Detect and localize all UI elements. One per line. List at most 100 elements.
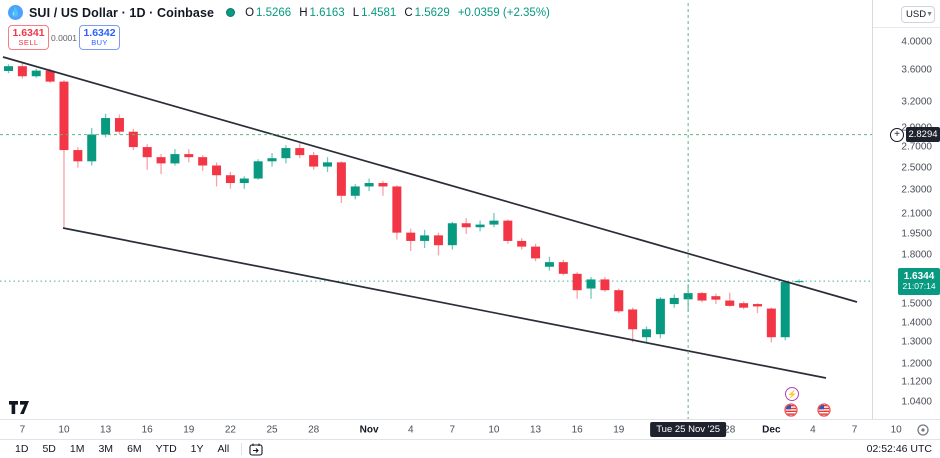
- event-lightning-icon[interactable]: ⚡: [785, 387, 799, 401]
- price-tick: 2.5000: [901, 162, 932, 174]
- event-us-flag-icon[interactable]: [817, 403, 831, 417]
- candle: [156, 157, 166, 164]
- range-button-1m[interactable]: 1M: [69, 443, 85, 455]
- ohlc-readout: O 1.5266 H 1.6163 L 1.4581 C 1.5629 +0.0359 …: [245, 7, 550, 19]
- candle: [503, 220, 513, 241]
- event-us-flag-icon[interactable]: [784, 403, 798, 417]
- range-button-1d[interactable]: 1D: [15, 443, 29, 455]
- candle: [669, 297, 679, 305]
- range-button-1y[interactable]: 1Y: [190, 443, 204, 455]
- candle: [323, 162, 333, 167]
- crosshair-price-badge: 2.8294: [906, 127, 940, 143]
- candlestick-series: [4, 62, 804, 343]
- price-tick: 4.0000: [901, 36, 932, 48]
- add-alert-plus-icon[interactable]: +: [890, 127, 904, 142]
- time-axis[interactable]: 710131619222528Nov47101316192228Dec4710 …: [0, 419, 940, 439]
- time-tick: Nov: [359, 424, 379, 435]
- time-tick: 10: [58, 424, 70, 435]
- candle: [558, 262, 568, 274]
- candle: [101, 118, 111, 135]
- candle: [655, 298, 665, 335]
- candle: [281, 148, 291, 159]
- range-button-6m[interactable]: 6M: [127, 443, 142, 455]
- close-value: 1.5629: [414, 6, 450, 19]
- price-tick: 2.7000: [901, 141, 932, 153]
- candle: [225, 175, 235, 184]
- sell-button[interactable]: 1.6341 SELL: [8, 25, 49, 50]
- price-tick: 1.0400: [901, 396, 932, 408]
- go-to-date-calendar-icon[interactable]: [249, 443, 263, 456]
- price-tick: 1.2000: [901, 358, 932, 370]
- price-tick: 1.3000: [901, 336, 932, 348]
- symbol-title[interactable]: SUI / US Dollar · 1D · Coinbase: [29, 5, 215, 20]
- candle: [336, 162, 346, 196]
- candle: [517, 240, 527, 247]
- buy-button[interactable]: 1.6342 BUY: [79, 25, 120, 50]
- candle: [642, 329, 652, 338]
- market-status-dot-icon[interactable]: [226, 8, 236, 17]
- candle: [198, 157, 208, 166]
- candle: [461, 223, 471, 228]
- chevron-down-icon: ▼: [926, 11, 933, 18]
- trendline-lower: [62, 227, 827, 379]
- crosshair-lines: [0, 3, 872, 419]
- price-tick: 3.2000: [901, 96, 932, 108]
- candle: [142, 147, 152, 158]
- time-tick: 25: [266, 424, 278, 435]
- range-button-3m[interactable]: 3M: [98, 443, 114, 455]
- price-tick: 1.9500: [901, 228, 932, 240]
- candle: [45, 70, 55, 82]
- candle: [683, 293, 693, 300]
- time-tick: 7: [449, 424, 456, 435]
- candle: [433, 235, 443, 246]
- price-tick: 1.8000: [901, 249, 932, 261]
- price-axis[interactable]: USD ▼ 4.00003.60003.20002.90002.70002.50…: [872, 0, 940, 439]
- candle: [406, 232, 416, 241]
- currency-label: USD: [906, 9, 927, 20]
- candle: [4, 66, 13, 71]
- trendline-channel[interactable]: [2, 56, 858, 379]
- time-tick: 7: [19, 424, 26, 435]
- candle: [544, 262, 554, 267]
- candle: [184, 154, 194, 158]
- time-tick: 13: [529, 424, 542, 435]
- candle: [392, 186, 402, 233]
- time-tick: 19: [183, 424, 195, 435]
- candle: [364, 183, 374, 187]
- toolbar-divider: [241, 443, 243, 455]
- candle: [87, 134, 97, 162]
- axis-settings-icon[interactable]: [916, 423, 930, 437]
- time-tick: 28: [724, 424, 736, 435]
- time-tick: 19: [613, 424, 625, 435]
- chart-header: 💧 SUI / US Dollar · 1D · Coinbase O 1.526…: [0, 0, 870, 56]
- trendline-upper: [2, 56, 858, 303]
- candle: [295, 148, 305, 156]
- us-flag-icon: [784, 403, 798, 417]
- candle: [628, 309, 638, 330]
- candle: [420, 235, 430, 241]
- time-tick: 28: [308, 424, 320, 435]
- candle: [378, 183, 388, 187]
- candle: [600, 279, 610, 291]
- candle: [253, 161, 263, 179]
- timezone-clock[interactable]: 02:52:46 UTC: [866, 443, 932, 455]
- range-button-ytd[interactable]: YTD: [155, 443, 177, 455]
- candle: [725, 300, 735, 306]
- candle: [475, 224, 485, 228]
- range-button-all[interactable]: All: [217, 443, 230, 455]
- candle: [59, 81, 69, 151]
- time-tick: 10: [890, 424, 902, 435]
- price-tick: 2.1000: [901, 208, 932, 220]
- time-tick: 7: [851, 424, 858, 435]
- candle: [739, 303, 749, 308]
- change-value: +0.0359 (+2.35%): [457, 6, 550, 19]
- price-tick: 1.1200: [901, 376, 932, 388]
- high-label: H: [299, 6, 308, 19]
- tradingview-logo[interactable]: [8, 400, 30, 420]
- time-tick: 13: [100, 424, 112, 435]
- candle: [752, 304, 762, 307]
- candle: [267, 158, 277, 162]
- range-button-5d[interactable]: 5D: [42, 443, 56, 455]
- currency-selector[interactable]: USD ▼: [901, 6, 935, 23]
